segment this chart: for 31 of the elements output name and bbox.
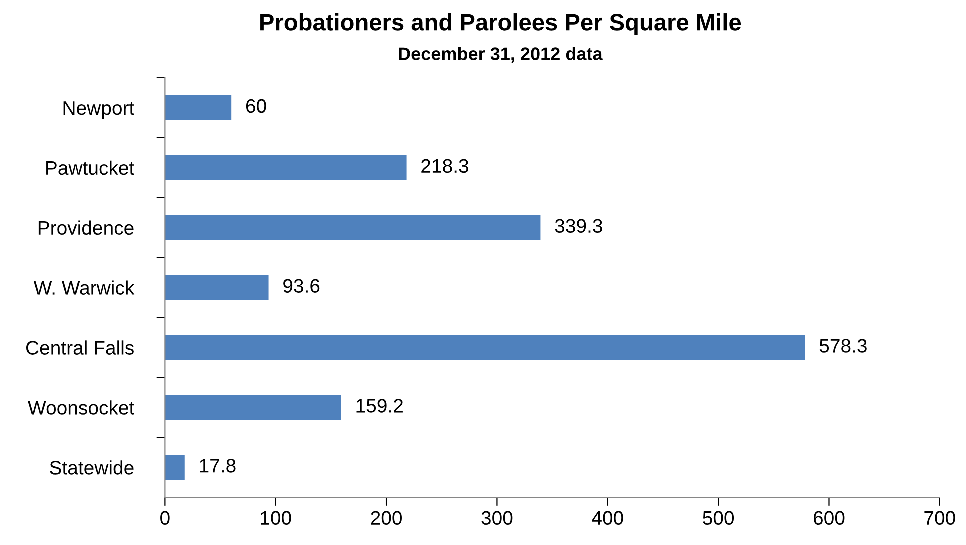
data-label: 218.3 [422, 159, 468, 174]
bar [165, 335, 806, 360]
y-tick-label: Newport [64, 102, 134, 119]
data-label: 93.6 [284, 279, 320, 293]
data-label: 159.2 [356, 399, 403, 413]
y-tick-label: Providence [38, 220, 134, 236]
data-label: 578.3 [820, 339, 867, 353]
y-tick-label: Pawtucket [46, 160, 134, 176]
x-tick-label: 200 [371, 511, 402, 526]
bar [165, 275, 269, 300]
y-tick-label: Woonsocket [28, 400, 134, 415]
x-tick-label: 100 [261, 511, 292, 526]
y-tick-label: Central Falls [26, 340, 134, 355]
chart-title: Probationers and Parolees Per Square Mile [260, 14, 742, 36]
bar [165, 395, 342, 420]
data-label: 17.8 [200, 459, 236, 473]
data-label: 339.3 [555, 219, 602, 234]
x-tick-label: 400 [592, 511, 624, 526]
bar [165, 215, 541, 240]
x-tick-label: 500 [703, 511, 734, 526]
x-tick-label: 0 [160, 511, 170, 526]
chart-subtitle: December 31, 2012 data [399, 47, 603, 64]
x-tick-label: 700 [924, 511, 956, 526]
bar [165, 95, 232, 120]
bar [165, 455, 185, 480]
bar [165, 155, 407, 180]
y-tick-label: Statewide [50, 460, 134, 475]
data-label: 60 [246, 99, 266, 114]
y-tick-label: W. Warwick [34, 280, 135, 295]
x-tick-label: 600 [814, 511, 845, 526]
x-tick-label: 300 [482, 511, 513, 526]
